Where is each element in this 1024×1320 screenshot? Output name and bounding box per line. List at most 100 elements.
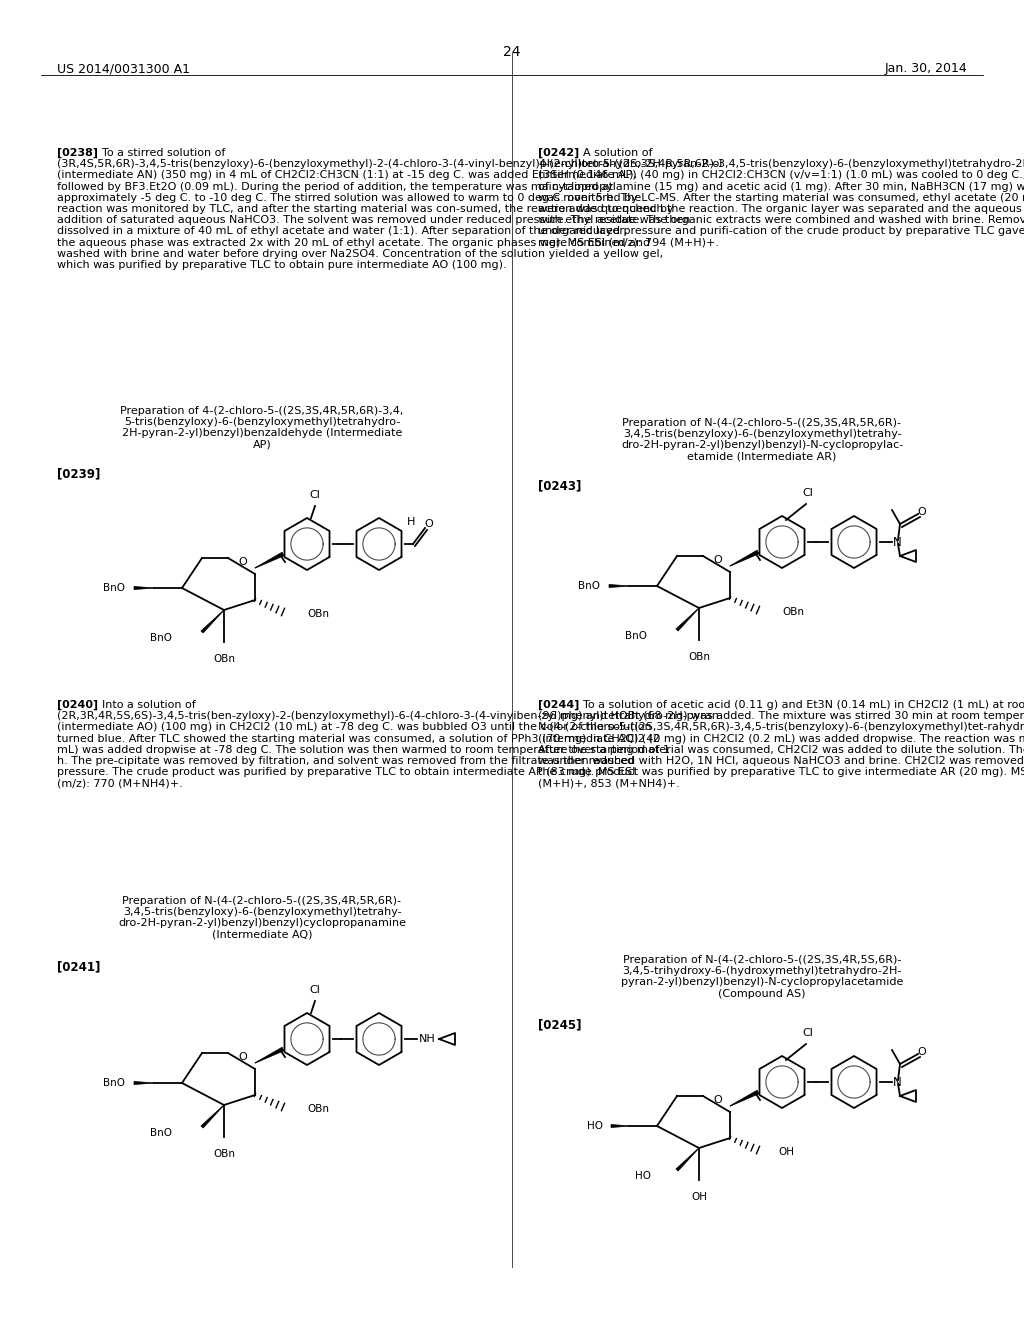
- Text: US 2014/0031300 A1: US 2014/0031300 A1: [57, 62, 190, 75]
- Text: To a stirred solution of: To a stirred solution of: [101, 148, 225, 158]
- Text: pyran-2-yl)benzyl)benzyl)-N-cyclopropylacetamide: pyran-2-yl)benzyl)benzyl)-N-cyclopropyla…: [621, 977, 903, 987]
- Text: O: O: [918, 507, 927, 517]
- Polygon shape: [730, 1090, 759, 1106]
- Text: addition of saturated aqueous NaHCO3. The solvent was removed under reduced pres: addition of saturated aqueous NaHCO3. Th…: [57, 215, 690, 226]
- Text: N: N: [893, 1076, 902, 1089]
- Text: AP): AP): [253, 440, 271, 450]
- Text: A solution of: A solution of: [583, 148, 652, 158]
- Text: Preparation of N-(4-(2-chloro-5-((2S,3S,4R,5R,6R)-: Preparation of N-(4-(2-chloro-5-((2S,3S,…: [123, 896, 401, 906]
- Text: (2R,3R,4R,5S,6S)-3,4,5-tris(ben-zyloxy)-2-(benzyloxymethyl)-6-(4-chloro-3-(4-vin: (2R,3R,4R,5S,6S)-3,4,5-tris(ben-zyloxy)-…: [57, 711, 719, 721]
- Text: (Compound AS): (Compound AS): [718, 989, 806, 999]
- Polygon shape: [201, 1105, 224, 1129]
- Text: 3,4,5-tris(benzyloxy)-6-(benzyloxymethyl)tetrahy-: 3,4,5-tris(benzyloxy)-6-(benzyloxymethyl…: [123, 907, 401, 917]
- Text: 5-tris(benzyloxy)-6-(benzyloxymethyl)tetrahydro-: 5-tris(benzyloxy)-6-(benzyloxymethyl)tet…: [124, 417, 400, 428]
- Text: After the starting material was consumed, CH2Cl2 was added to dilute the solutio: After the starting material was consumed…: [538, 744, 1024, 755]
- Text: (3R,4S,5R,6R)-3,4,5-tris(benzyloxy)-6-(benzyloxymethyl)-2-(4-chloro-3-(4-vinyl-b: (3R,4S,5R,6R)-3,4,5-tris(benzyloxy)-6-(b…: [57, 160, 722, 169]
- Text: of cyclopropylamine (15 mg) and acetic acid (1 mg). After 30 min, NaBH3CN (17 mg: of cyclopropylamine (15 mg) and acetic a…: [538, 182, 1024, 191]
- Text: under reduced pressure and purifi-cation of the crude product by preparative TLC: under reduced pressure and purifi-cation…: [538, 227, 1024, 236]
- Text: OBn: OBn: [307, 609, 329, 619]
- Text: [0245]: [0245]: [538, 1018, 582, 1031]
- Text: O: O: [714, 554, 722, 565]
- Text: BnO: BnO: [150, 634, 172, 643]
- Text: Jan. 30, 2014: Jan. 30, 2014: [885, 62, 967, 75]
- Text: [0242]: [0242]: [538, 148, 580, 158]
- Text: BnO: BnO: [578, 581, 600, 591]
- Text: followed by BF3.Et2O (0.09 mL). During the period of addition, the temperature w: followed by BF3.Et2O (0.09 mL). During t…: [57, 182, 613, 191]
- Text: (intermediate AO) (100 mg) in CH2Cl2 (10 mL) at -78 deg C. was bubbled O3 until : (intermediate AO) (100 mg) in CH2Cl2 (10…: [57, 722, 651, 733]
- Text: were added to quench the reaction. The organic layer was separated and the aqueo: were added to quench the reaction. The o…: [538, 205, 1024, 214]
- Polygon shape: [201, 610, 224, 634]
- Text: O: O: [239, 557, 248, 568]
- Text: N-(4-(2-chloro-5-((2S,3S,4R,5R,6R)-3,4,5-tris(benzyloxy)-6-(benzyloxymethyl)tet-: N-(4-(2-chloro-5-((2S,3S,4R,5R,6R)-3,4,5…: [538, 722, 1024, 733]
- Polygon shape: [255, 1047, 284, 1063]
- Text: dro-2H-pyran-2-yl)benzyl)benzyl)-N-cyclopropylac-: dro-2H-pyran-2-yl)benzyl)benzyl)-N-cyclo…: [621, 441, 903, 450]
- Text: OBn: OBn: [782, 607, 804, 616]
- Polygon shape: [134, 586, 154, 590]
- Text: Preparation of N-(4-(2-chloro-5-((2S,3S,4R,5S,6R)-: Preparation of N-(4-(2-chloro-5-((2S,3S,…: [623, 954, 901, 965]
- Text: 24: 24: [503, 45, 521, 59]
- Text: was then washed with H2O, 1N HCl, aqueous NaHCO3 and brine. CH2Cl2 was removed u: was then washed with H2O, 1N HCl, aqueou…: [538, 756, 1024, 766]
- Text: mL) was added dropwise at -78 deg C. The solution was then warmed to room temper: mL) was added dropwise at -78 deg C. The…: [57, 744, 670, 755]
- Text: Preparation of 4-(2-chloro-5-((2S,3S,4R,5R,6R)-3,4,: Preparation of 4-(2-chloro-5-((2S,3S,4R,…: [120, 407, 403, 416]
- Text: O: O: [239, 1052, 248, 1063]
- Text: Cl: Cl: [309, 985, 321, 995]
- Text: dro-2H-pyran-2-yl)benzyl)benzyl)cyclopropanamine: dro-2H-pyran-2-yl)benzyl)benzyl)cyclopro…: [118, 919, 406, 928]
- Text: 2H-pyran-2-yl)benzyl)benzaldehyde (Intermediate: 2H-pyran-2-yl)benzyl)benzaldehyde (Inter…: [122, 429, 402, 438]
- Text: O: O: [425, 519, 433, 529]
- Polygon shape: [609, 585, 629, 587]
- Text: approximately -5 deg C. to -10 deg C. The stirred solution was allowed to warm t: approximately -5 deg C. to -10 deg C. Th…: [57, 193, 641, 203]
- Text: 3,4,5-tris(benzyloxy)-6-(benzyloxymethyl)tetrahy-: 3,4,5-tris(benzyloxy)-6-(benzyloxymethyl…: [623, 429, 901, 440]
- Text: washed with brine and water before drying over Na2SO4. Concentration of the solu: washed with brine and water before dryin…: [57, 248, 664, 259]
- Text: was monitored by LC-MS. After the starting material was consumed, ethyl acetate : was monitored by LC-MS. After the starti…: [538, 193, 1024, 203]
- Text: (intermediate AN) (350 mg) in 4 mL of CH2Cl2:CH3CN (1:1) at -15 deg C. was added: (intermediate AN) (350 mg) in 4 mL of CH…: [57, 170, 637, 181]
- Text: [0240]: [0240]: [57, 700, 98, 710]
- Text: (Intermediate AQ): (Intermediate AQ): [212, 929, 312, 940]
- Text: (m/z): 770 (M+NH4)+.: (m/z): 770 (M+NH4)+.: [57, 779, 182, 788]
- Text: OBn: OBn: [307, 1104, 329, 1114]
- Polygon shape: [134, 1081, 154, 1085]
- Text: Cl: Cl: [309, 490, 321, 500]
- Text: Into a solution of: Into a solution of: [101, 700, 196, 710]
- Text: the crude product was purified by preparative TLC to give intermediate AR (20 mg: the crude product was purified by prepar…: [538, 767, 1024, 777]
- Text: (96 mg) and HOBt (68 mg) was added. The mixture was stirred 30 min at room tempe: (96 mg) and HOBt (68 mg) was added. The …: [538, 711, 1024, 721]
- Text: BnO: BnO: [103, 1078, 125, 1088]
- Text: O: O: [918, 1047, 927, 1057]
- Text: BnO: BnO: [150, 1129, 172, 1138]
- Text: [0238]: [0238]: [57, 148, 98, 158]
- Text: 3,4,5-trihydroxy-6-(hydroxymethyl)tetrahydro-2H-: 3,4,5-trihydroxy-6-(hydroxymethyl)tetrah…: [623, 966, 902, 977]
- Text: mg). MS ESI (m/z): 794 (M+H)+.: mg). MS ESI (m/z): 794 (M+H)+.: [538, 238, 719, 248]
- Text: (intermediate AQ) (40 mg) in CH2Cl2 (0.2 mL) was added dropwise. The reaction wa: (intermediate AQ) (40 mg) in CH2Cl2 (0.2…: [538, 734, 1024, 743]
- Text: NH: NH: [419, 1034, 436, 1044]
- Text: O: O: [714, 1096, 722, 1105]
- Text: OBn: OBn: [213, 1148, 234, 1159]
- Text: (intermediate AP) (40 mg) in CH2Cl2:CH3CN (v/v=1:1) (1.0 mL) was cooled to 0 deg: (intermediate AP) (40 mg) in CH2Cl2:CH3C…: [538, 170, 1024, 181]
- Polygon shape: [676, 609, 699, 631]
- Text: pressure. The crude product was purified by preparative TLC to obtain intermedia: pressure. The crude product was purified…: [57, 767, 635, 777]
- Text: etamide (Intermediate AR): etamide (Intermediate AR): [687, 451, 837, 462]
- Text: the aqueous phase was extracted 2x with 20 mL of ethyl acetate. The organic phas: the aqueous phase was extracted 2x with …: [57, 238, 650, 248]
- Text: (M+H)+, 853 (M+NH4)+.: (M+H)+, 853 (M+NH4)+.: [538, 779, 680, 788]
- Text: N: N: [893, 536, 902, 549]
- Text: [0241]: [0241]: [57, 960, 100, 973]
- Text: h. The pre-cipitate was removed by filtration, and solvent was removed from the : h. The pre-cipitate was removed by filtr…: [57, 756, 634, 766]
- Text: BnO: BnO: [103, 583, 125, 593]
- Text: Cl: Cl: [803, 1028, 813, 1038]
- Text: H: H: [407, 517, 415, 527]
- Text: OH: OH: [778, 1147, 794, 1158]
- Text: dissolved in a mixture of 40 mL of ethyl acetate and water (1:1). After separati: dissolved in a mixture of 40 mL of ethyl…: [57, 227, 628, 236]
- Text: turned blue. After TLC showed the starting material was consumed, a solution of : turned blue. After TLC showed the starti…: [57, 734, 659, 743]
- Polygon shape: [611, 1125, 629, 1127]
- Text: Cl: Cl: [803, 488, 813, 498]
- Text: HO: HO: [587, 1121, 603, 1131]
- Text: HO: HO: [635, 1171, 651, 1181]
- Text: Preparation of N-(4-(2-chloro-5-((2S,3S,4R,5R,6R)-: Preparation of N-(4-(2-chloro-5-((2S,3S,…: [623, 418, 901, 428]
- Text: [0244]: [0244]: [538, 700, 580, 710]
- Text: BnO: BnO: [625, 631, 647, 642]
- Text: OBn: OBn: [688, 652, 710, 663]
- Text: [0239]: [0239]: [57, 467, 100, 480]
- Text: OBn: OBn: [213, 653, 234, 664]
- Text: [0243]: [0243]: [538, 479, 582, 492]
- Text: which was purified by preparative TLC to obtain pure intermediate AO (100 mg).: which was purified by preparative TLC to…: [57, 260, 507, 271]
- Polygon shape: [676, 1148, 699, 1171]
- Text: with ethyl acetate. The organic extracts were combined and washed with brine. Re: with ethyl acetate. The organic extracts…: [538, 215, 1024, 226]
